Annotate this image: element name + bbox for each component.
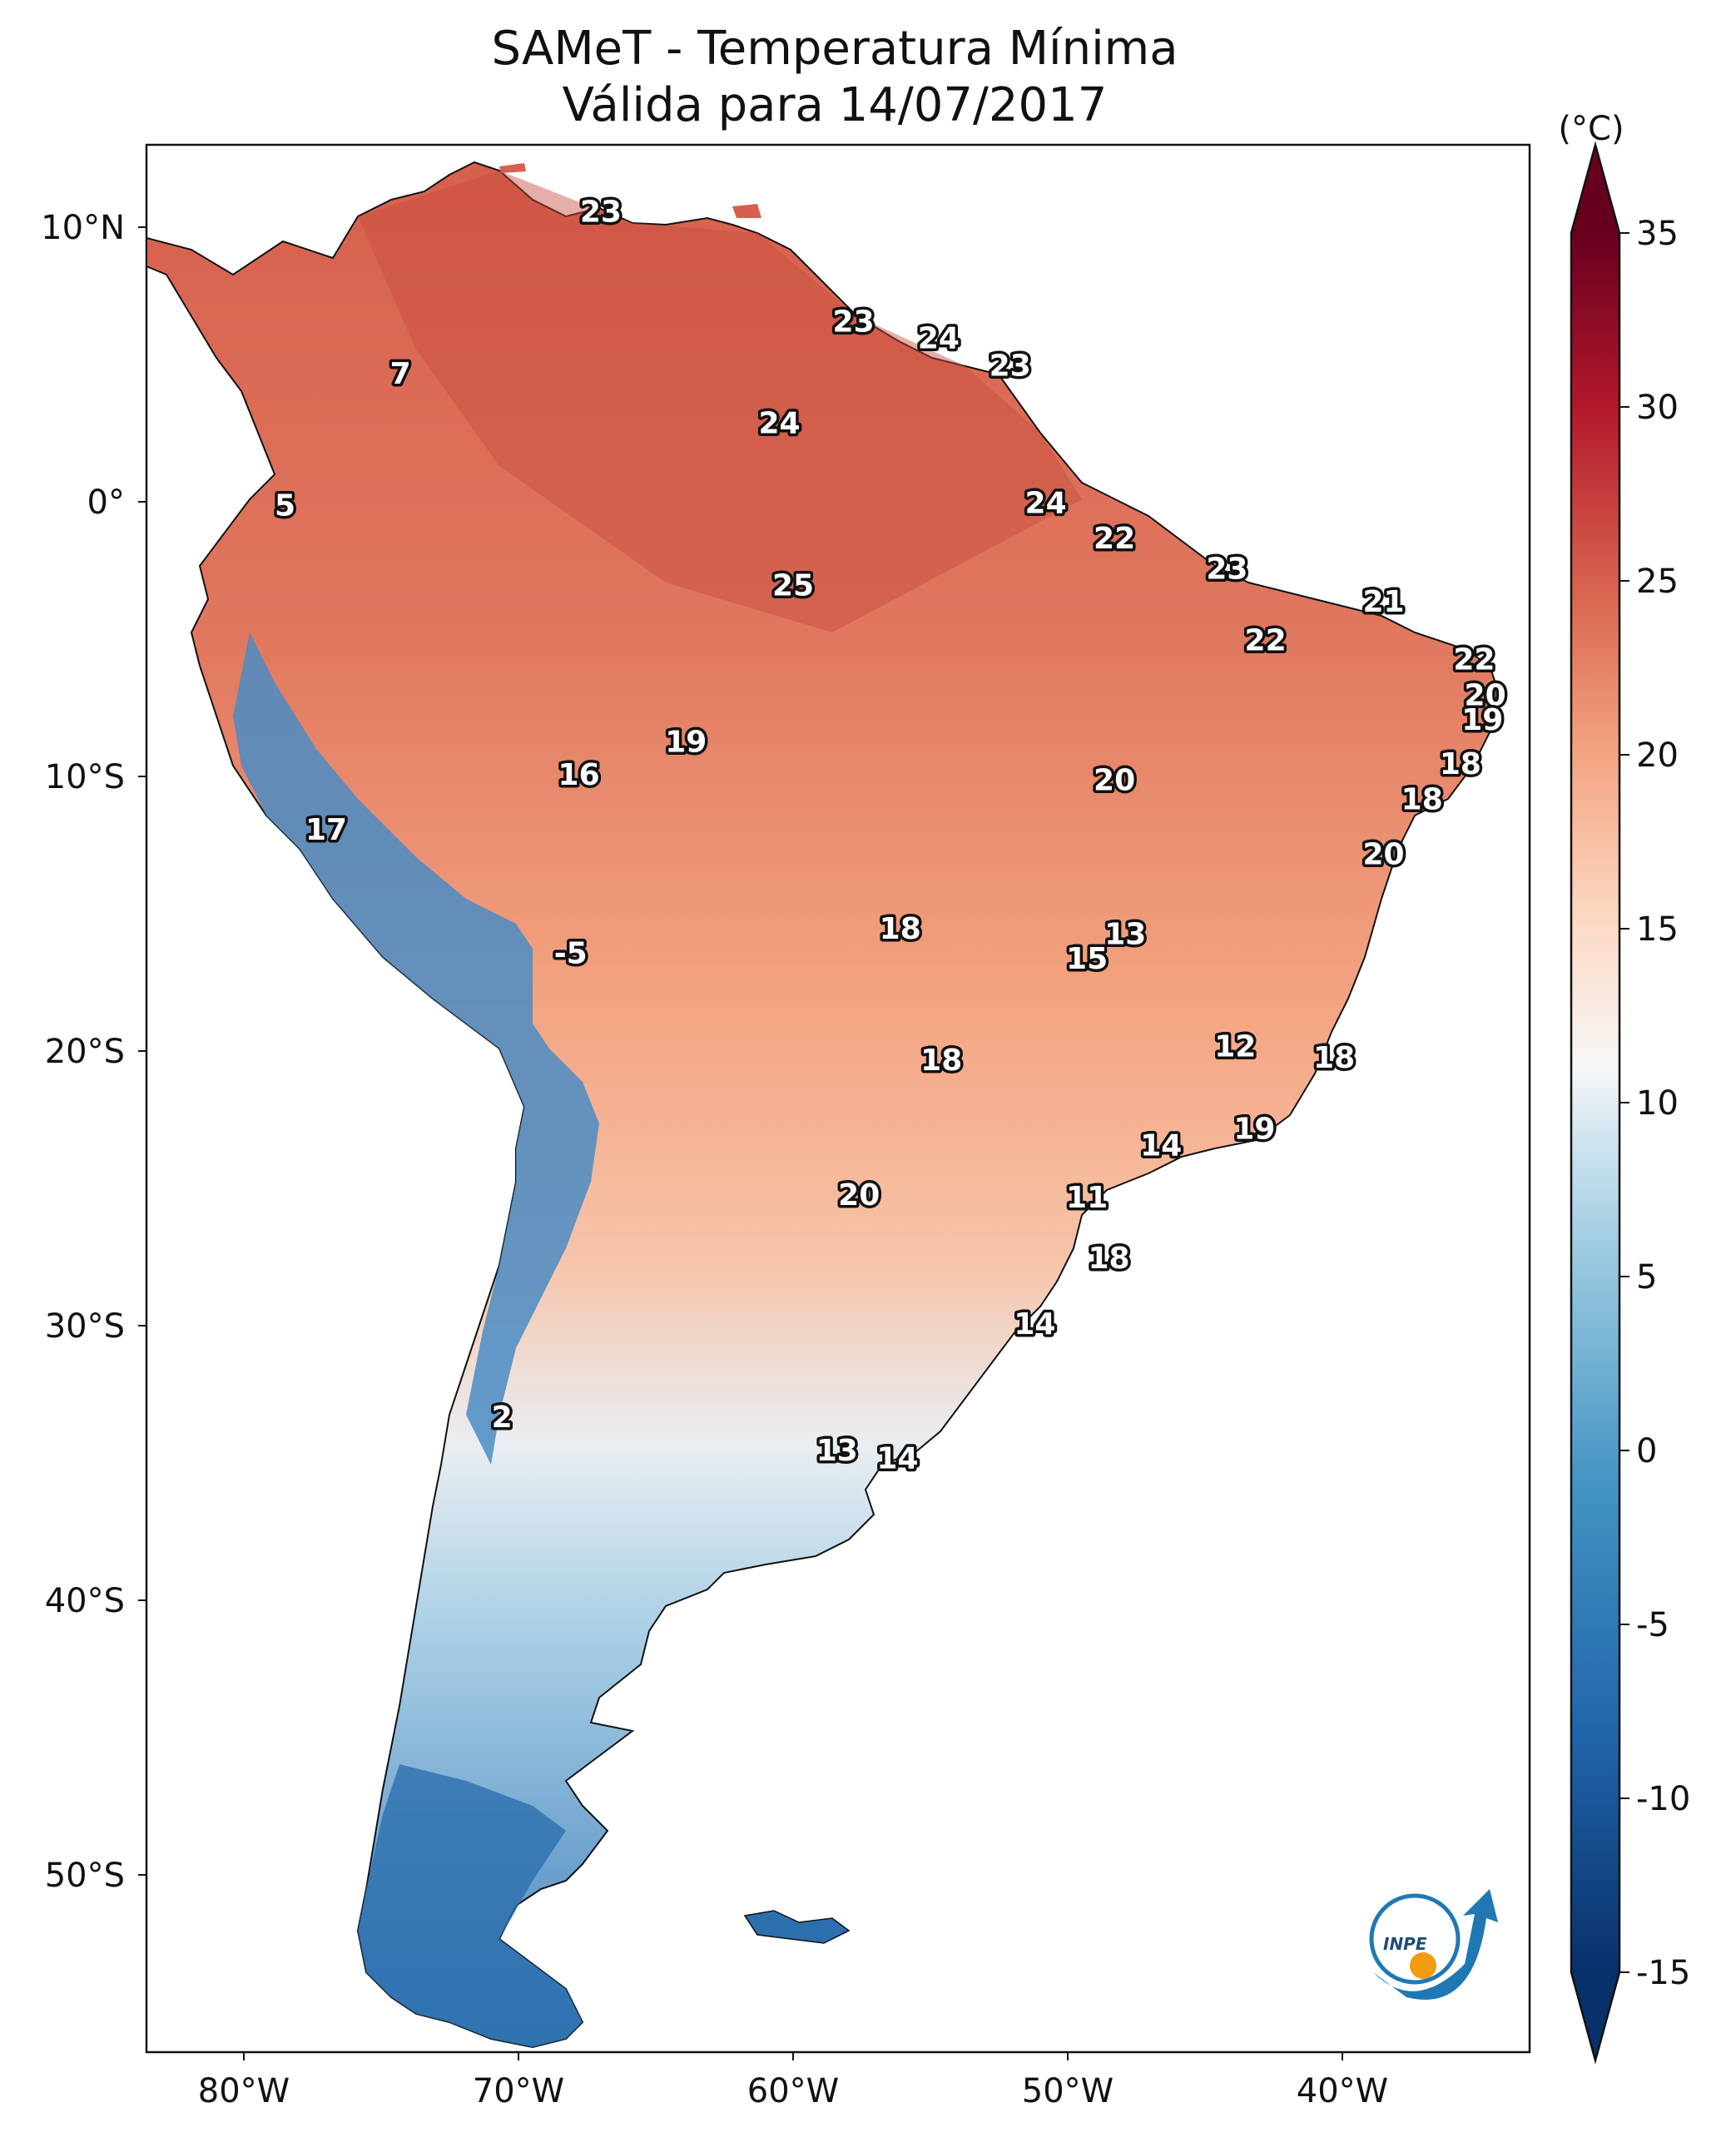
lon-tick-label: 40°W <box>1297 2072 1388 2110</box>
temperature-label: 18 <box>1401 783 1443 817</box>
lat-tick-label: 10°N <box>41 209 125 247</box>
colorbar-gradient <box>1571 233 1619 1972</box>
logo-text: INPE <box>1383 1934 1427 1954</box>
temperature-label: 24 <box>1025 486 1067 520</box>
colorbar-tick-label: 35 <box>1636 215 1679 253</box>
temperature-label: 14 <box>1140 1129 1182 1163</box>
map-subtitle: Válida para 14/07/2017 <box>562 78 1108 132</box>
temperature-label: 18 <box>880 912 921 946</box>
temperature-label: 19 <box>1233 1113 1275 1147</box>
temperature-label: 20 <box>1465 678 1506 712</box>
lat-tick-label: 0° <box>87 483 125 522</box>
temperature-label: 13 <box>1104 917 1146 951</box>
colorbar-tick-label: 5 <box>1636 1258 1657 1297</box>
colorbar-tick-label: 0 <box>1636 1432 1657 1470</box>
temperature-label: 14 <box>1014 1307 1055 1341</box>
colorbar-tick-label: 25 <box>1636 563 1679 601</box>
lat-tick-label: 50°S <box>45 1857 125 1895</box>
temperature-label: 24 <box>758 407 800 441</box>
colorbar-tick-label: 15 <box>1636 910 1679 949</box>
lat-tick-label: 40°S <box>45 1582 125 1620</box>
lon-tick-label: 80°W <box>198 2072 290 2110</box>
temperature-label: 11 <box>1066 1181 1108 1215</box>
temperature-label: 22 <box>1094 522 1135 556</box>
colorbar-unit: (°C) <box>1558 110 1624 148</box>
lat-tick-label: 30°S <box>45 1307 125 1346</box>
colorbar-tick-label: -5 <box>1636 1606 1669 1644</box>
andes-cold-region <box>233 632 599 1465</box>
falklands-islands <box>743 1910 851 1944</box>
colorbar: (°C) 35 30 25 20 15 10 5 0 -5 -10 -15 <box>1558 110 1690 2065</box>
colorbar-tick-label: 30 <box>1636 389 1679 427</box>
temperature-label: 7 <box>390 357 411 391</box>
temperature-label: 13 <box>816 1434 858 1468</box>
temperature-label: 20 <box>1362 838 1404 872</box>
colorbar-lower-extension <box>1571 1972 1619 2060</box>
temperature-label: 25 <box>772 568 814 602</box>
colorbar-tick-label: 20 <box>1636 736 1679 775</box>
lat-tick-label: 20°S <box>45 1033 125 1071</box>
temperature-label: 23 <box>990 349 1031 383</box>
temperature-label: 20 <box>838 1178 880 1212</box>
temperature-label: 17 <box>305 813 347 847</box>
colorbar-tick-label: -10 <box>1636 1780 1690 1818</box>
temperature-label: 18 <box>1088 1242 1129 1276</box>
temperature-label: 5 <box>275 489 295 523</box>
temperature-label: -5 <box>554 937 588 971</box>
temperature-label: 22 <box>1453 642 1495 677</box>
lon-tick-label: 60°W <box>747 2072 839 2110</box>
lon-tick-label: 50°W <box>1022 2072 1114 2110</box>
northern-warm-region <box>358 171 1082 632</box>
temperature-label: 23 <box>580 196 622 230</box>
temperature-label: 24 <box>918 321 960 355</box>
temperature-label: 23 <box>833 305 875 340</box>
temperature-label: 21 <box>1362 585 1404 619</box>
lon-tick-label: 70°W <box>473 2072 564 2110</box>
longitude-axis: 80°W 70°W 60°W 50°W 40°W <box>198 2052 1388 2110</box>
colorbar-upper-extension <box>1571 145 1619 233</box>
temperature-label: 16 <box>558 758 600 792</box>
temperature-label: 20 <box>1094 764 1135 798</box>
patagonia-cold-region <box>358 1764 583 2047</box>
map-title: SAMeT - Temperatura Mínima <box>491 22 1178 76</box>
temperature-label: 23 <box>1206 553 1247 587</box>
inpe-logo: INPE <box>1369 1889 1498 2000</box>
temperature-label: 2 <box>492 1401 513 1435</box>
temperature-label: 14 <box>876 1442 918 1476</box>
temperature-label: 12 <box>1214 1030 1256 1064</box>
temperature-label: 15 <box>1066 942 1108 976</box>
colorbar-tick-label: -15 <box>1636 1954 1690 1992</box>
temperature-label: 18 <box>920 1044 962 1078</box>
temperature-label: 18 <box>1313 1041 1355 1075</box>
temperature-label: 22 <box>1245 623 1287 657</box>
temperature-label: 19 <box>1461 703 1503 737</box>
caribbean-islands <box>499 163 761 218</box>
latitude-axis: 10°N 0° 10°S 20°S 30°S 40°S 50°S <box>41 209 146 1895</box>
temperature-label: 18 <box>1440 747 1481 781</box>
lat-tick-label: 10°S <box>45 758 125 796</box>
colorbar-tick-label: 10 <box>1636 1084 1679 1123</box>
temperature-label: 19 <box>665 725 707 759</box>
